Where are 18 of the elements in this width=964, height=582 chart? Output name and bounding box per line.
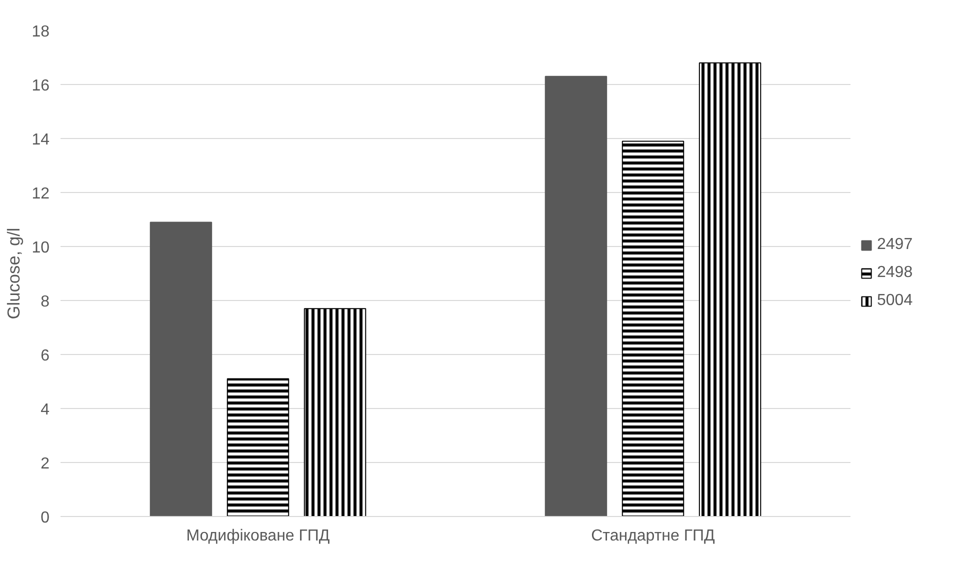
y-tick-label: 0 <box>40 510 50 526</box>
y-tick-label: 16 <box>32 78 50 94</box>
y-axis-title: Glucose, g/l <box>4 228 24 320</box>
y-tick-label: 4 <box>40 402 50 418</box>
legend-label: 2497 <box>877 236 913 254</box>
y-tick-label: 2 <box>40 456 50 472</box>
x-tick-label: Стандартне ГПД <box>591 528 716 544</box>
legend-label: 2498 <box>877 264 913 282</box>
bar <box>544 76 608 516</box>
x-tick-label: Модифіковане ГПД <box>186 528 330 544</box>
bar <box>150 222 212 516</box>
y-tick-label: 18 <box>32 24 50 40</box>
legend-label: 5004 <box>877 292 913 310</box>
y-tick-label: 14 <box>32 132 50 148</box>
y-tick-label: 8 <box>40 294 50 310</box>
y-tick-label: 10 <box>32 240 50 256</box>
y-tick-label: 6 <box>40 348 50 364</box>
y-tick-label: 12 <box>32 186 50 202</box>
